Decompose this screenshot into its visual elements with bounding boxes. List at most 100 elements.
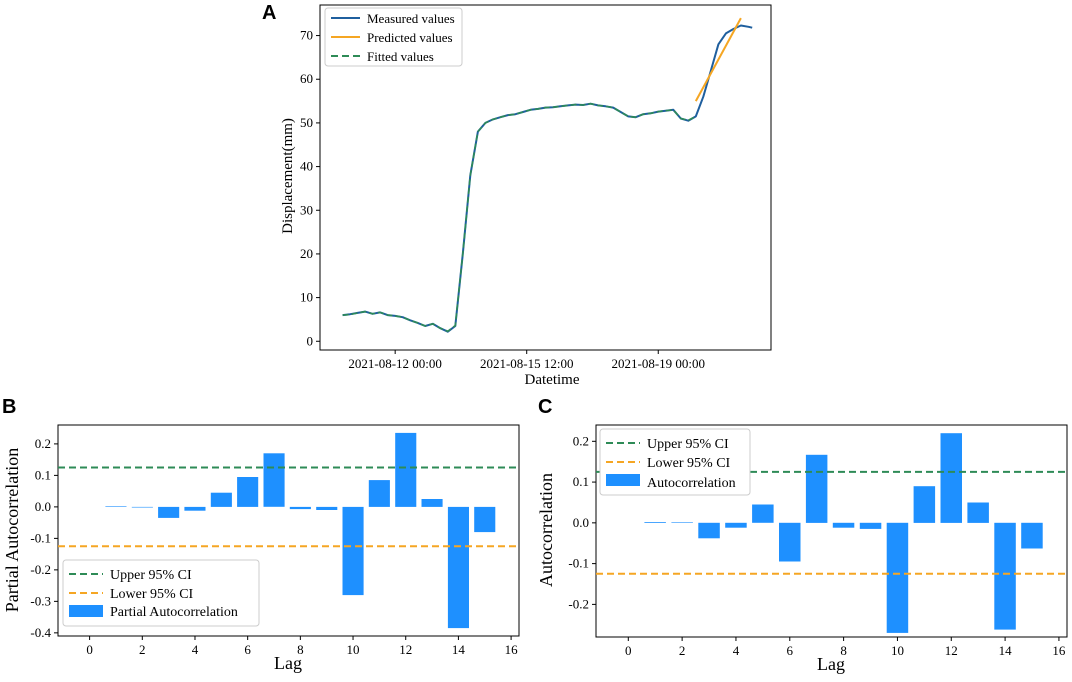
b-ytick-label: 0.0 bbox=[35, 499, 51, 514]
c-xtick-label: 12 bbox=[945, 643, 958, 658]
b-bar-lag-14 bbox=[447, 506, 469, 629]
b-xtick-label: 6 bbox=[244, 642, 251, 657]
c-ytick-label: 0.0 bbox=[573, 515, 589, 530]
a-ytick-label: 10 bbox=[300, 290, 313, 305]
chart-c: 0.2 0.1 0.0 -0.1 -0.2 0 2 4 6 8 10 12 14 16 Lag Autoc… bbox=[536, 424, 1068, 674]
b-ytick-label: 0.2 bbox=[35, 436, 51, 451]
c-bar-lag-9 bbox=[859, 522, 882, 529]
a-xtick-label: 2021-08-19 00:00 bbox=[611, 356, 705, 371]
c-xtick-label: 0 bbox=[625, 643, 632, 658]
b-bar-lag-15 bbox=[474, 506, 496, 533]
legend-swatch-bar bbox=[69, 605, 103, 617]
b-bar-lag-5 bbox=[210, 492, 232, 507]
b-xtick-label: 0 bbox=[86, 642, 93, 657]
legend-label-upper: Upper 95% CI bbox=[647, 437, 729, 452]
b-bar-lag-13 bbox=[421, 499, 443, 507]
a-xtick-label: 2021-08-12 00:00 bbox=[348, 356, 442, 371]
chart-c-legend: Upper 95% CI Lower 95% CI Autocorrelatio… bbox=[599, 428, 751, 496]
c-bar-lag-3 bbox=[698, 522, 720, 539]
b-bar-lag-4 bbox=[184, 506, 206, 511]
b-xtick-label: 8 bbox=[297, 642, 304, 657]
c-bar-lag-12 bbox=[940, 433, 962, 523]
a-ytick-label: 0 bbox=[307, 333, 314, 348]
b-bar-lag-2 bbox=[131, 506, 153, 508]
a-ytick-label: 40 bbox=[300, 159, 313, 174]
chart-a-legend: Measured values Predicted values Fitted … bbox=[324, 7, 463, 67]
b-bar-lag-12 bbox=[395, 432, 417, 507]
b-bar-lag-7 bbox=[263, 453, 285, 507]
c-bar-lag-10 bbox=[886, 522, 909, 633]
b-xtick-label: 4 bbox=[192, 642, 199, 657]
b-ytick-label: -0.1 bbox=[30, 530, 51, 545]
c-ytick-label: 0.1 bbox=[573, 474, 589, 489]
c-bar-lag-7 bbox=[805, 454, 828, 523]
c-xtick-label: 4 bbox=[733, 643, 740, 658]
b-ytick-label: -0.4 bbox=[30, 625, 51, 640]
c-bar-lag-6 bbox=[779, 522, 801, 562]
c-xtick-label: 6 bbox=[787, 643, 794, 658]
panel-label-b: B bbox=[2, 396, 16, 418]
c-bar-lag-14 bbox=[994, 522, 1016, 630]
c-xtick-label: 2 bbox=[679, 643, 686, 658]
b-ytick-label: -0.2 bbox=[30, 562, 51, 577]
chart-a-ylabel: Displacement(mm) bbox=[280, 118, 296, 234]
chart-c-xlabel: Lag bbox=[817, 654, 845, 674]
a-ytick-label: 30 bbox=[300, 202, 313, 217]
b-bar-lag-6 bbox=[237, 477, 259, 507]
c-bar-lag-2 bbox=[671, 522, 693, 523]
legend-label-upper: Upper 95% CI bbox=[110, 568, 192, 583]
panel-label-a: A bbox=[262, 2, 276, 24]
legend-label-predicted: Predicted values bbox=[367, 30, 453, 45]
a-ytick-label: 70 bbox=[300, 28, 313, 43]
a-ytick-label: 20 bbox=[300, 246, 313, 261]
b-ytick-label: -0.3 bbox=[30, 593, 51, 608]
b-xtick-label: 12 bbox=[399, 642, 412, 657]
b-bar-lag-11 bbox=[368, 480, 390, 507]
b-xtick-label: 2 bbox=[139, 642, 146, 657]
c-bar-lag-15 bbox=[1021, 522, 1043, 549]
chart-b-xlabel: Lag bbox=[274, 653, 302, 673]
c-xtick-label: 14 bbox=[999, 643, 1013, 658]
b-ytick-label: 0.1 bbox=[35, 467, 51, 482]
chart-a-frame bbox=[319, 4, 772, 351]
c-bar-lag-8 bbox=[832, 522, 855, 528]
c-bar-lag-5 bbox=[752, 504, 774, 523]
c-bar-lag-1 bbox=[644, 522, 666, 523]
a-ytick-label: 50 bbox=[300, 115, 313, 130]
legend-label-bar: Autocorrelation bbox=[647, 476, 736, 491]
chart-a-xlabel: Datetime bbox=[525, 372, 580, 388]
b-xtick-label: 10 bbox=[347, 642, 360, 657]
chart-c-frame bbox=[595, 424, 1068, 638]
c-bar-lag-13 bbox=[967, 502, 989, 523]
c-xtick-label: 10 bbox=[891, 643, 904, 658]
panel-label-c: C bbox=[538, 396, 552, 418]
legend-label-bar: Partial Autocorrelation bbox=[110, 605, 238, 620]
chart-b-legend: Upper 95% CI Lower 95% CI Partial Autoco… bbox=[62, 559, 260, 627]
b-bar-lag-1 bbox=[105, 506, 127, 507]
series-predicted-line bbox=[694, 17, 742, 102]
b-bar-lag-10 bbox=[342, 506, 364, 596]
series-fitted-line bbox=[342, 102, 697, 333]
c-ytick-label: -0.1 bbox=[568, 556, 589, 571]
c-ytick-label: 0.2 bbox=[573, 433, 589, 448]
b-bar-lag-8 bbox=[289, 506, 311, 510]
chart-b-frame bbox=[57, 424, 520, 637]
c-bar-lag-4 bbox=[725, 522, 747, 528]
legend-label-measured: Measured values bbox=[367, 11, 455, 26]
a-xtick-label: 2021-08-15 12:00 bbox=[480, 356, 574, 371]
chart-a: 0 10 20 30 40 50 60 70 2021-08-12 00:00 2021-08-1… bbox=[280, 4, 772, 388]
c-bar-lag-11 bbox=[913, 486, 936, 523]
chart-b: 0.2 0.1 0.0 -0.1 -0.2 -0.3 -0.4 0 2 4 6 8 10 12 14 16 L… bbox=[2, 424, 520, 673]
b-xtick-label: 14 bbox=[452, 642, 466, 657]
b-bar-lag-3 bbox=[158, 506, 180, 518]
b-xtick-label: 16 bbox=[505, 642, 519, 657]
a-ytick-label: 60 bbox=[300, 71, 313, 86]
b-bar-lag-9 bbox=[316, 506, 338, 510]
legend-swatch-bar bbox=[606, 474, 640, 486]
chart-c-ylabel: Autocorrelation bbox=[536, 473, 556, 587]
c-ytick-label: -0.2 bbox=[568, 596, 589, 611]
legend-label-lower: Lower 95% CI bbox=[110, 587, 194, 602]
legend-label-lower: Lower 95% CI bbox=[647, 456, 731, 471]
chart-b-ylabel: Partial Autocorrelation bbox=[2, 448, 22, 612]
